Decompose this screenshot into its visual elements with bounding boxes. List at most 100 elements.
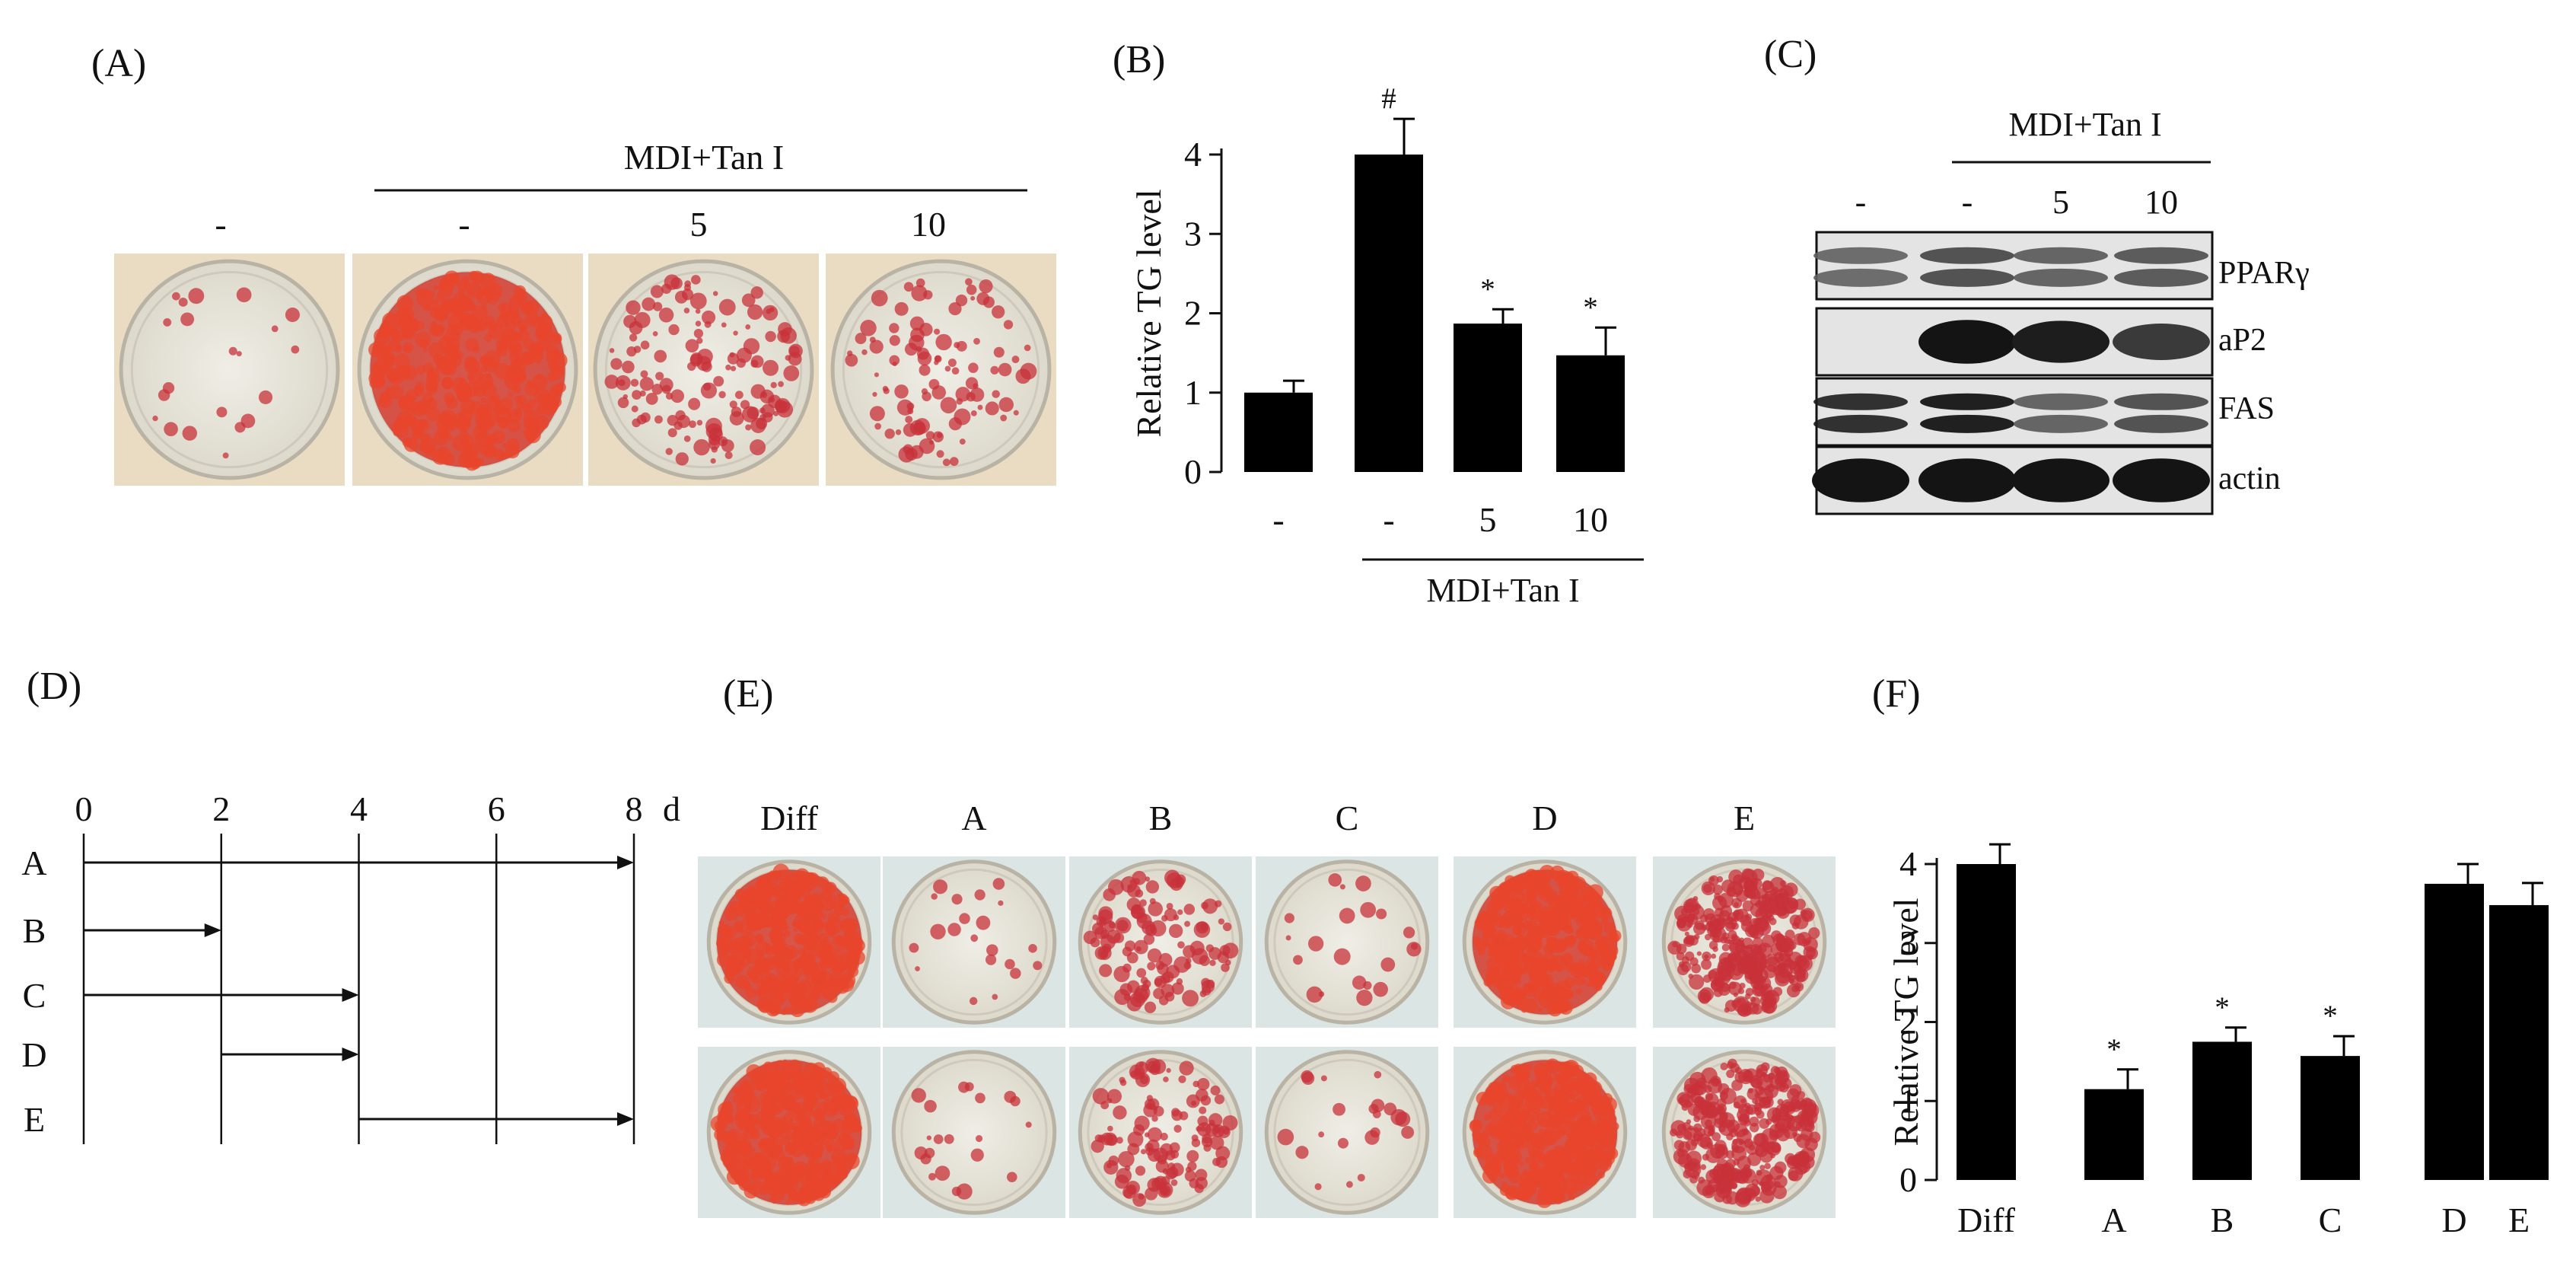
stain-spot [1333, 1102, 1345, 1116]
stain-spot [673, 421, 683, 430]
stain-spot [1716, 875, 1724, 883]
stain-spot [1708, 968, 1724, 984]
stain-spot [479, 273, 496, 289]
stain-spot [431, 448, 449, 465]
stain-spot [1747, 1088, 1753, 1094]
stain-spot [1766, 1118, 1772, 1125]
stain-spot [178, 297, 188, 307]
stain-spot [693, 438, 710, 456]
stain-spot [654, 349, 667, 363]
stain-spot [1588, 1157, 1602, 1171]
stain-spot [1293, 955, 1303, 965]
stain-spot [1753, 929, 1760, 936]
stain-spot [1742, 1188, 1756, 1202]
stain-spot [505, 368, 521, 384]
stain-spot [769, 1172, 778, 1181]
panel-a-group-label: MDI+Tan I [624, 138, 785, 177]
stain-spot [1720, 936, 1728, 944]
stain-spot [1171, 1109, 1183, 1121]
stain-spot [1527, 1120, 1538, 1131]
stain-spot [1284, 913, 1294, 923]
stain-spot [670, 277, 683, 289]
stain-spot [782, 1063, 796, 1076]
bar [1556, 355, 1625, 472]
stain-spot [1501, 994, 1516, 1009]
stain-spot [1497, 930, 1507, 939]
stain-spot [1155, 1159, 1169, 1173]
stain-spot [509, 307, 520, 317]
stain-spot [1568, 955, 1573, 960]
stain-spot [498, 347, 503, 353]
stain-spot [521, 327, 527, 333]
stain-spot [1761, 1072, 1767, 1078]
stain-spot [1775, 971, 1790, 987]
stain-spot [724, 451, 733, 460]
stain-spot [396, 366, 401, 372]
stain-spot [486, 435, 497, 446]
stain-spot [831, 1149, 847, 1166]
stain-spot [1549, 961, 1558, 970]
stain-spot [1011, 356, 1020, 364]
panel-e-col-label: Diff [760, 799, 818, 837]
stain-spot [977, 404, 983, 410]
stain-spot [1731, 1138, 1747, 1153]
timeline-day-tick: 4 [350, 789, 368, 828]
blot-strip [1812, 445, 2214, 515]
panel-e-dish [1653, 856, 1836, 1028]
stain-spot [1696, 951, 1702, 956]
stain-spot [1210, 1085, 1221, 1095]
stain-spot [1151, 1115, 1158, 1122]
stain-spot [1774, 1122, 1785, 1134]
stain-spot [480, 397, 487, 403]
stain-spot [1705, 1101, 1721, 1117]
stain-spot [1197, 1078, 1210, 1091]
stain-spot [1791, 1095, 1800, 1105]
stain-spot [1696, 1179, 1713, 1196]
stain-spot [985, 954, 997, 965]
stain-spot [476, 292, 483, 300]
stain-spot [1295, 1146, 1309, 1159]
panel-label-f: (F) [1872, 672, 1921, 716]
stain-spot [791, 920, 799, 928]
stain-spot [839, 972, 856, 989]
x-tick-label: E [2508, 1201, 2530, 1239]
stain-spot [810, 1164, 816, 1170]
stain-spot [765, 955, 779, 970]
stain-spot [1741, 1128, 1750, 1136]
stain-spot [1166, 1067, 1171, 1073]
stain-spot [406, 388, 419, 401]
stain-spot [1693, 1096, 1705, 1107]
stain-spot [182, 426, 198, 441]
stain-spot [861, 349, 868, 356]
stain-spot [469, 450, 478, 458]
y-tick-label: 1 [1899, 1081, 1917, 1120]
stain-spot [788, 1188, 798, 1200]
stain-spot [1530, 957, 1544, 971]
stain-spot [1132, 1193, 1147, 1207]
stain-spot [1164, 908, 1177, 922]
stain-spot [1711, 1184, 1719, 1192]
stain-spot [152, 415, 158, 422]
stain-spot [812, 1146, 823, 1157]
stain-spot [737, 1095, 743, 1101]
stain-spot [786, 1161, 791, 1166]
stain-spot [836, 1083, 845, 1093]
stain-spot [1715, 1146, 1729, 1159]
stain-spot [935, 333, 952, 351]
stain-spot [1099, 964, 1113, 977]
stain-spot [1473, 1148, 1481, 1156]
stain-spot [444, 270, 460, 286]
stain-spot [482, 380, 490, 388]
stain-spot [804, 989, 818, 1004]
x-tick-label: C [2319, 1201, 2342, 1239]
stain-spot [762, 305, 779, 321]
x-tick-label: Diff [1957, 1201, 2015, 1239]
stain-spot [659, 378, 673, 392]
stain-spot [1570, 1078, 1581, 1089]
stain-spot [1135, 946, 1142, 952]
dish-rim [1264, 859, 1430, 1025]
stain-spot [931, 893, 938, 900]
panel-c: MDI+Tan I - - 5 10 PPARγ aP2 FAS actin [1812, 106, 2310, 515]
stain-spot [911, 1088, 926, 1103]
stain-spot [1731, 922, 1739, 930]
